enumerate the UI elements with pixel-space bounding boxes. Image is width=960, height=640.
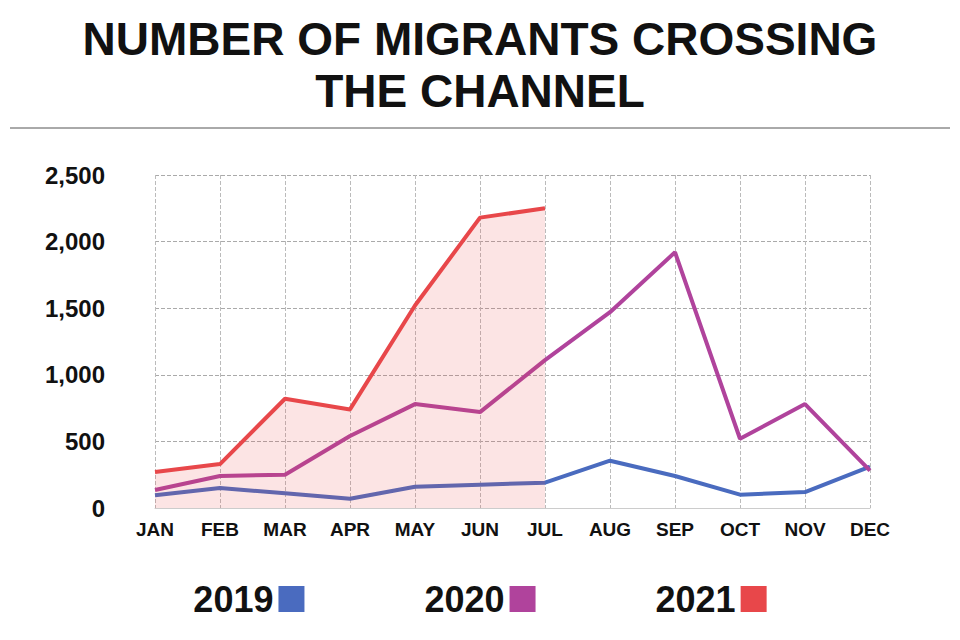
svg-text:THE CHANNEL: THE CHANNEL [315, 65, 645, 117]
svg-text:500: 500 [65, 428, 105, 455]
svg-text:MAR: MAR [263, 519, 307, 540]
svg-text:NOV: NOV [784, 519, 826, 540]
svg-text:JUN: JUN [461, 519, 499, 540]
svg-text:1,500: 1,500 [45, 295, 105, 322]
svg-text:2,500: 2,500 [45, 162, 105, 189]
svg-text:SEP: SEP [656, 519, 694, 540]
svg-text:2019: 2019 [193, 579, 273, 620]
svg-text:DEC: DEC [850, 519, 890, 540]
svg-text:2020: 2020 [424, 579, 504, 620]
svg-text:JAN: JAN [136, 519, 174, 540]
svg-text:0: 0 [92, 495, 105, 522]
svg-text:2021: 2021 [656, 579, 736, 620]
svg-text:JUL: JUL [527, 519, 563, 540]
svg-text:APR: APR [330, 519, 370, 540]
svg-text:AUG: AUG [589, 519, 631, 540]
svg-text:2,000: 2,000 [45, 228, 105, 255]
svg-text:FEB: FEB [201, 519, 239, 540]
svg-text:1,000: 1,000 [45, 361, 105, 388]
svg-text:NUMBER OF MIGRANTS CROSSING: NUMBER OF MIGRANTS CROSSING [83, 13, 878, 65]
svg-text:MAY: MAY [395, 519, 436, 540]
svg-text:OCT: OCT [720, 519, 761, 540]
